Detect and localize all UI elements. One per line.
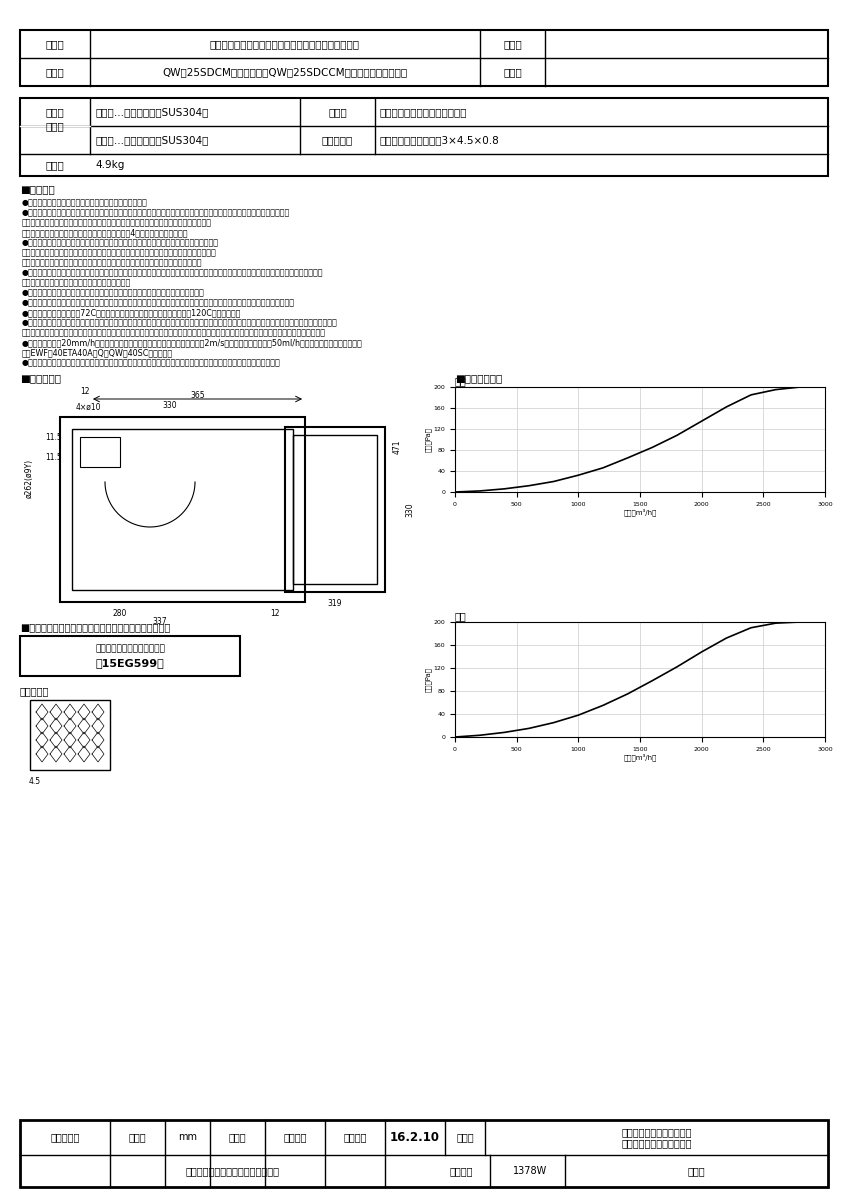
Text: 質　量: 質 量 [46, 160, 64, 170]
Text: 三菱有圧換気扇用給排気形防火タイプウェザーカバー: 三菱有圧換気扇用給排気形防火タイプウェザーカバー [210, 38, 360, 49]
Text: 網　仕　様: 網 仕 様 [322, 134, 353, 145]
X-axis label: 風量（m³/h）: 風量（m³/h） [623, 508, 656, 516]
Text: 12: 12 [271, 610, 280, 618]
Text: 319: 319 [327, 600, 343, 608]
Bar [80, 437, 120, 467]
Text: 12: 12 [81, 388, 90, 396]
Text: 330: 330 [163, 401, 177, 409]
Text: 4.5: 4.5 [29, 778, 41, 786]
Text: 三菱電機システムサービス株式会社: 三菱電機システムサービス株式会社 [186, 1166, 280, 1176]
Text: 4×ø10: 4×ø10 [75, 402, 101, 412]
Text: ■圧力損失曲線: ■圧力損失曲線 [455, 373, 502, 383]
X-axis label: 風量（m³/h）: 風量（m³/h） [623, 754, 656, 761]
Bar [20, 98, 828, 176]
Bar [20, 1120, 828, 1187]
Text: 第15EG599号: 第15EG599号 [96, 658, 165, 668]
Text: 11.5: 11.5 [45, 452, 62, 462]
Text: ■注意事項: ■注意事項 [20, 184, 55, 194]
Text: 色　調: 色 調 [328, 107, 347, 116]
Text: 第３角図法: 第３角図法 [50, 1133, 80, 1142]
Bar [20, 30, 828, 86]
Text: 365: 365 [190, 390, 205, 400]
Text: ●取付け施工は、作業前に取扱説明書をご一読ください。: ●取付け施工は、作業前に取扱説明書をご一読ください。 [22, 198, 148, 206]
Text: 形　名: 形 名 [46, 67, 64, 77]
Text: 防虫網…ステンレス（SUS304）: 防虫網…ステンレス（SUS304） [95, 134, 209, 145]
Text: 単　位: 単 位 [129, 1133, 147, 1142]
Text: 台　数: 台 数 [503, 38, 522, 49]
Bar [293, 434, 377, 584]
Text: ・ウェザーカバーと壁面との接合部　　　　　　　・取付け後のボルト（ナット）周囲: ・ウェザーカバーと壁面との接合部 ・取付け後のボルト（ナット）周囲 [22, 218, 212, 227]
Text: 4.9kg: 4.9kg [95, 160, 125, 170]
Text: 330: 330 [405, 502, 414, 517]
Text: 整理番号: 整理番号 [450, 1166, 473, 1176]
Bar [60, 416, 305, 602]
Text: 材　質: 材 質 [46, 121, 64, 131]
Bar [30, 700, 110, 770]
Bar [72, 428, 293, 590]
Text: ●一般用の温度ヒューズは72Cタイプ。厨房等高湿場所用の温度ヒューズは120Cタイプです。: ●一般用の温度ヒューズは72Cタイプ。厨房等高湿場所用の温度ヒューズは120Cタ… [22, 308, 242, 317]
Text: ●下記の部分は、わずかな隙間でも雨水浸入の恐れがありますのでコーキングまたはシーリングを確実に実施してください。: ●下記の部分は、わずかな隙間でも雨水浸入の恐れがありますのでコーキングまたはシー… [22, 208, 290, 217]
Text: 品　名: 品 名 [46, 38, 64, 49]
Bar [20, 636, 240, 676]
Text: QW－25SDCM（一般用），QW－25SDCCM（厨房等高湿場所用）: QW－25SDCM（一般用），QW－25SDCCM（厨房等高湿場所用） [163, 67, 408, 77]
Text: 11.5: 11.5 [45, 432, 62, 442]
Y-axis label: 静圧（Pa）: 静圧（Pa） [426, 427, 432, 452]
Text: ●羽根が取付面より出張る給気換気扇またはシャッターとの組排共用はできません。: ●羽根が取付面より出張る給気換気扇またはシャッターとの組排共用はできません。 [22, 288, 204, 296]
Text: ø262(ø9Y): ø262(ø9Y) [25, 460, 34, 498]
Text: 排気: 排気 [455, 611, 466, 622]
Text: 仕様書: 仕様書 [688, 1166, 706, 1176]
Text: ●塩気の多い場所（ひさしの下など）、海岸地区、または塩素などの腐食物質の雰囲気中でご使用の場合は、塩損するおそれがありますので: ●塩気の多い場所（ひさしの下など）、海岸地区、または塩素などの腐食物質の雰囲気中… [22, 268, 323, 277]
Text: ●当該品をご使用の場合でも、屋内への雨水浸入を完全に防止することはできません。台風などの暴風雨の場合や雨水が浸入する気象条件の場合は: ●当該品をご使用の場合でも、屋内への雨水浸入を完全に防止することはできません。台… [22, 318, 338, 326]
Text: 給気運転を停止するなどの運用をしてください。また、給気口近くの電器品などの配置、設置には雨水浸入を想定して十分ご注意ください。: 給気運転を停止するなどの運用をしてください。また、給気口近くの電器品などの配置、… [22, 328, 326, 337]
Text: 品　名: 品 名 [456, 1133, 474, 1142]
Text: ・腐食性ガスが発生する場所　　　　　　　　　　・常時湿潤したり、被霧しやすい場所: ・腐食性ガスが発生する場所 ・常時湿潤したり、被霧しやすい場所 [22, 248, 217, 257]
Text: ・フランジ部外周と壁面の隙間（下部倒を含めて4辺必ず行ってください）: ・フランジ部外周と壁面の隙間（下部倒を含めて4辺必ず行ってください） [22, 228, 188, 236]
Text: 16.2.10: 16.2.10 [390, 1130, 440, 1144]
Text: 防火性能等の該当性証明番号: 防火性能等の該当性証明番号 [95, 644, 165, 654]
Text: ■（財）建材試験センター防火性能等の該当性証明番号: ■（財）建材試験センター防火性能等の該当性証明番号 [20, 622, 170, 632]
Text: 材　質: 材 質 [46, 107, 64, 116]
Text: ・硫酸・強アルカリ性・海岸近くで塩風にさらされている場所　　・天井間・床面: ・硫酸・強アルカリ性・海岸近くで塩風にさらされている場所 ・天井間・床面 [22, 258, 203, 266]
Text: 1378W: 1378W [513, 1166, 547, 1176]
Text: 337: 337 [153, 618, 167, 626]
Text: 三菱有圧換気扇用給排気形
防火タイプウェザーカバー: 三菱有圧換気扇用給排気形 防火タイプウェザーカバー [622, 1127, 692, 1148]
Text: 定期的な点検または、耐塩塗装をお勧めします。: 定期的な点検または、耐塩塗装をお勧めします。 [22, 278, 131, 287]
Text: 非比例尺: 非比例尺 [283, 1133, 307, 1142]
Text: エキスパンドメタル　3×4.5×0.8: エキスパンドメタル 3×4.5×0.8 [380, 134, 499, 145]
Text: （EWF－40ETA40A－QとQW－40SC組合せ時）: （EWF－40ETA40A－QとQW－40SC組合せ時） [22, 348, 173, 358]
Text: ■外形寸法図: ■外形寸法図 [20, 373, 61, 383]
Text: 給気: 給気 [455, 377, 466, 386]
Text: 記　号: 記 号 [503, 67, 522, 77]
Text: ●鋼、温度ヒューズのメンテナンスができる場所に取付け、鋼は腐蝕等で曲がらないように定期的に点検・清掃してください。: ●鋼、温度ヒューズのメンテナンスができる場所に取付け、鋼は腐蝕等で曲がらないよう… [22, 298, 295, 307]
Text: 尺　度: 尺 度 [229, 1133, 246, 1142]
Text: 280: 280 [113, 610, 127, 618]
Text: ●降雨条件：雨量20mm/h（雨の強さに関する用語でいう「強い雨」）、外風2m/s（正面風）において、50ml/h程度の雨水浸入があります。: ●降雨条件：雨量20mm/h（雨の強さに関する用語でいう「強い雨」）、外風2m/… [22, 338, 363, 347]
Text: ステンレス地金色（ツヤ消し）: ステンレス地金色（ツヤ消し） [380, 107, 467, 116]
Text: 471: 471 [393, 439, 402, 455]
Text: mm: mm [178, 1133, 197, 1142]
Text: 作成日付: 作成日付 [343, 1133, 366, 1142]
Text: ●取付場所によっては抵障の図になります。次のような場所には取り付けないでください。: ●取付場所によっては抵障の図になります。次のような場所には取り付けないでください… [22, 238, 219, 247]
Text: 網部分詳細: 網部分詳細 [20, 686, 49, 696]
Text: ●当社試験条件における結果であり、実際の設置条件、気象条件によって浸入量は異なります。参考値としてください。: ●当社試験条件における結果であり、実際の設置条件、気象条件によって浸入量は異なり… [22, 358, 281, 367]
Bar [285, 427, 385, 592]
Y-axis label: 静圧（Pa）: 静圧（Pa） [426, 667, 432, 692]
Text: 本　体…ステンレス（SUS304）: 本 体…ステンレス（SUS304） [95, 107, 209, 116]
